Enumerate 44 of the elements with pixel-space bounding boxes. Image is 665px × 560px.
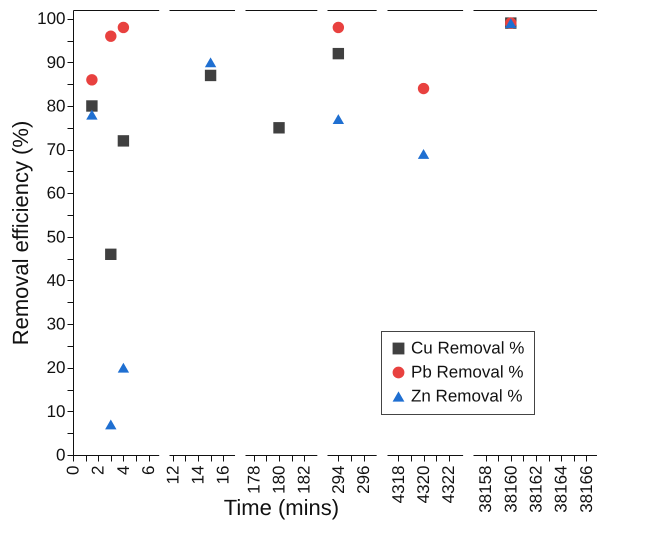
legend-label: Pb Removal % (411, 362, 524, 382)
x-tick-label: 0 (64, 466, 82, 475)
point (118, 22, 130, 34)
y-tick-label: 10 (46, 402, 66, 421)
x-tick-label: 16 (214, 466, 233, 484)
y-axis-title: Removal efficiency (%) (8, 120, 34, 346)
point (105, 30, 116, 42)
y-tick-label: 90 (46, 52, 66, 72)
x-tick-label: 2 (88, 466, 108, 475)
x-tick-label: 38166 (576, 466, 596, 513)
y-tick-label: 100 (37, 9, 66, 28)
point (86, 110, 98, 120)
y-tick-label: 30 (46, 314, 66, 334)
x-tick-label: 6 (139, 466, 158, 475)
x-tick-label: 38164 (552, 466, 571, 513)
x-tick-label: 296 (354, 466, 374, 494)
y-tick-label: 80 (46, 96, 66, 116)
x-tick-label: 4322 (439, 466, 458, 504)
x-tick-label: 178 (244, 466, 264, 494)
x-tick-label: 38160 (501, 466, 520, 513)
legend-label: Zn Removal % (411, 386, 522, 406)
x-tick-label: 180 (270, 466, 289, 494)
y-tick-label: 60 (46, 184, 66, 203)
y-tick-label: 40 (46, 270, 66, 290)
x-tick-label: 294 (328, 466, 348, 494)
point (118, 135, 130, 147)
x-tick-label: 4318 (388, 466, 408, 504)
x-tick-label: 4320 (414, 466, 434, 504)
point (105, 420, 116, 430)
x-tick-label: 182 (294, 466, 314, 494)
point (86, 74, 98, 86)
y-tick-label: 20 (46, 358, 66, 378)
point (86, 100, 98, 112)
x-tick-label: 38162 (526, 466, 546, 513)
x-tick-label: 12 (163, 466, 182, 484)
x-tick-label: 38158 (476, 466, 496, 513)
x-axis-title: Time (mins) (224, 494, 340, 520)
x-tick-label: 14 (188, 466, 208, 484)
y-tick-label: 50 (46, 227, 66, 246)
point (118, 362, 130, 373)
point (105, 248, 116, 260)
y-tick-label: 70 (46, 140, 66, 160)
x-tick-label: 4 (114, 466, 133, 475)
legend-label: Cu Removal % (411, 338, 524, 358)
